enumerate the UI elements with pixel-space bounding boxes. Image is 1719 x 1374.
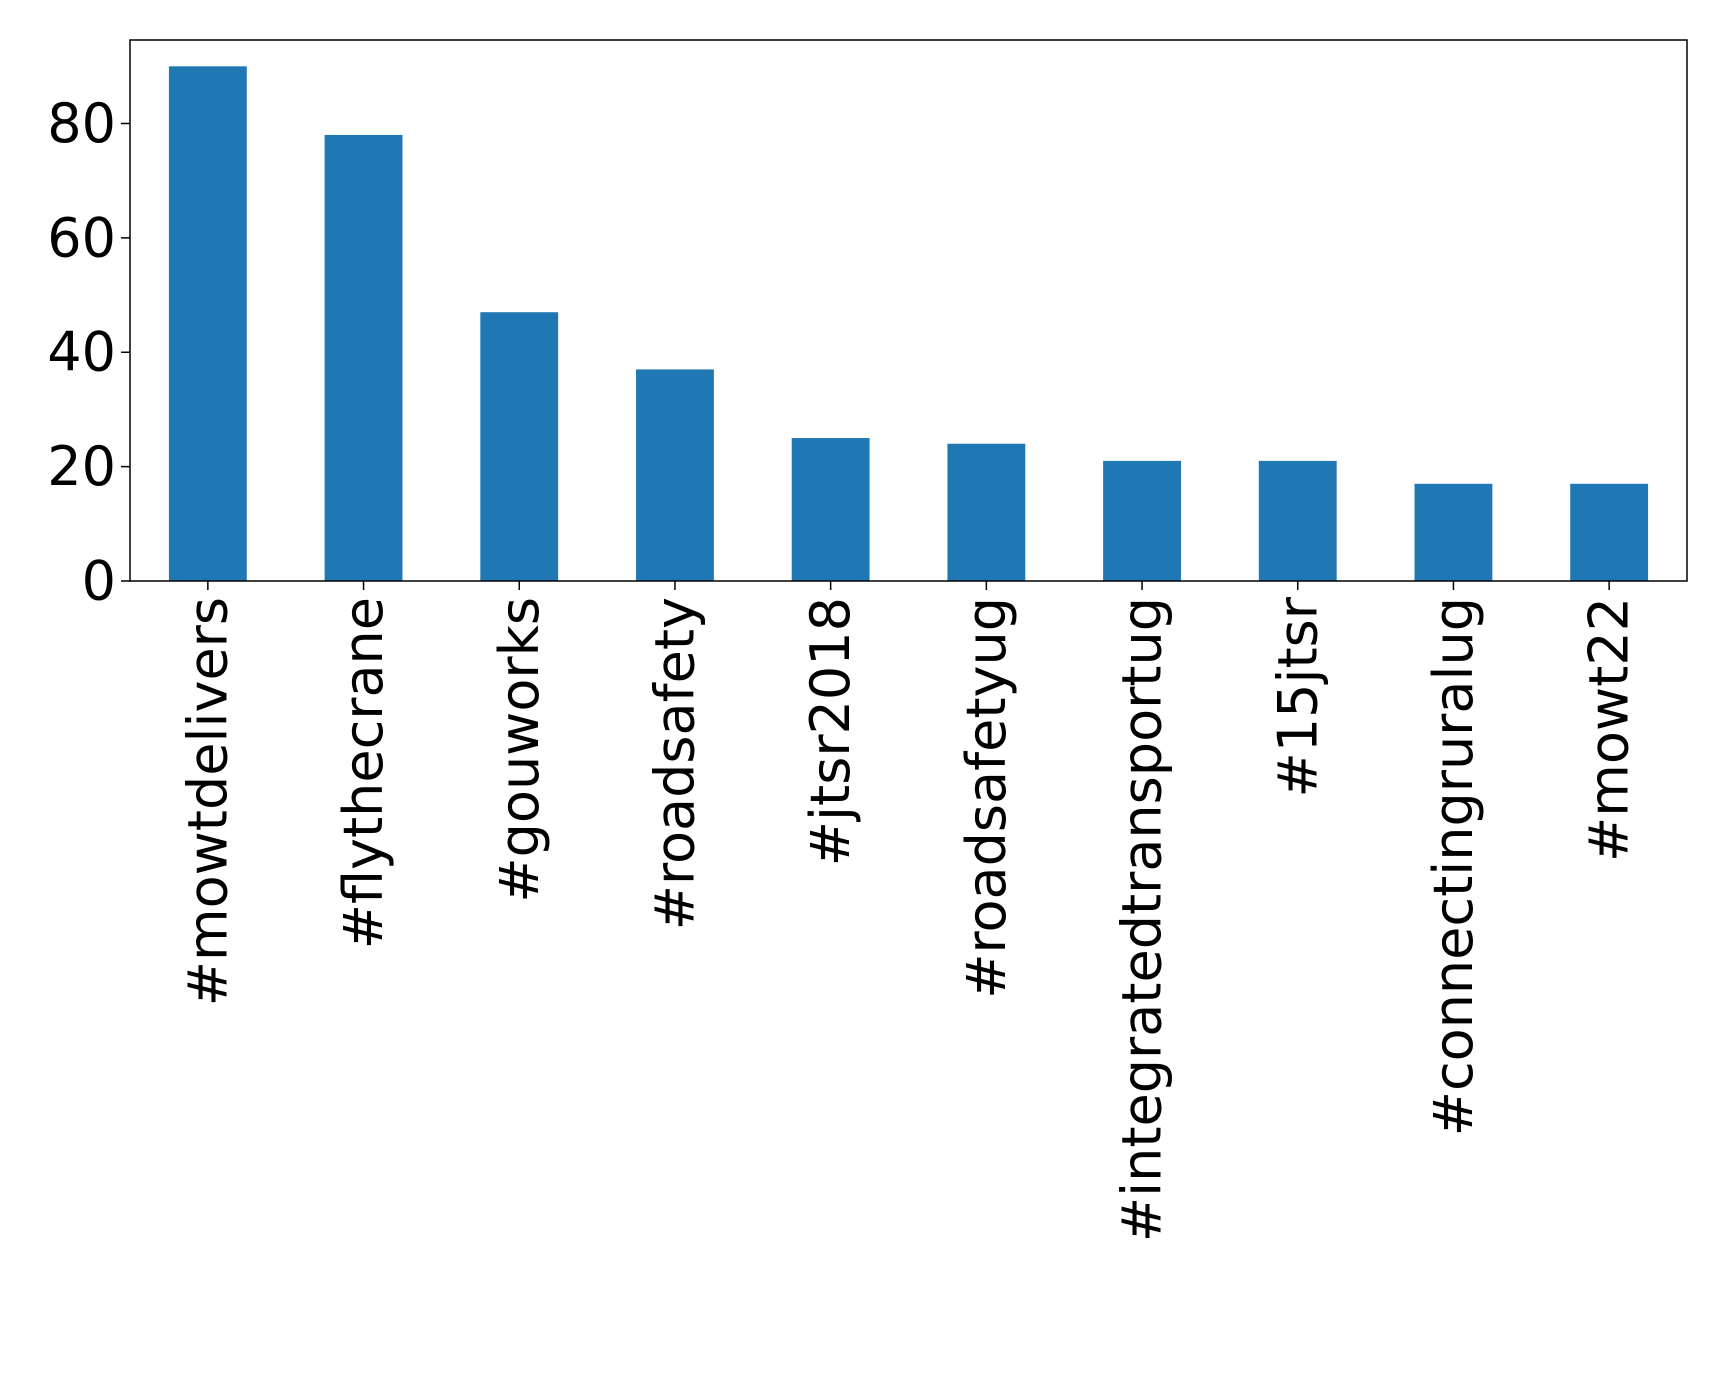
x-tick-label: #mowt22 [1578, 597, 1641, 862]
bar [324, 134, 403, 581]
y-tick-label: 20 [47, 435, 116, 498]
plot-frame [129, 39, 1688, 582]
bar [1258, 460, 1337, 581]
bar [947, 443, 1026, 581]
x-tick-label: #mowtdelivers [176, 597, 239, 1006]
x-tick-label: #roadsafetyug [955, 597, 1018, 999]
y-tick-label: 0 [82, 550, 116, 613]
bar [791, 438, 870, 581]
x-tick-label: #integratedtransportug [1111, 597, 1174, 1242]
bar [636, 369, 714, 581]
x-tick-label: #flythecrane [332, 597, 395, 949]
bar [480, 312, 559, 581]
bar [1570, 483, 1649, 581]
y-tick-label: 60 [47, 206, 116, 269]
x-tick-label: #roadsafety [643, 597, 706, 930]
x-tick-label: #gouworks [488, 597, 551, 903]
bar [168, 66, 247, 581]
y-tick-label: 40 [47, 321, 116, 384]
bar [1414, 483, 1493, 581]
x-tick-label: #15jtsr [1266, 596, 1329, 797]
bar [1103, 460, 1181, 581]
x-tick-label: #jtsr2018 [799, 597, 862, 866]
y-tick-label: 80 [47, 92, 116, 155]
x-tick-label: #connectingruralug [1422, 597, 1485, 1136]
